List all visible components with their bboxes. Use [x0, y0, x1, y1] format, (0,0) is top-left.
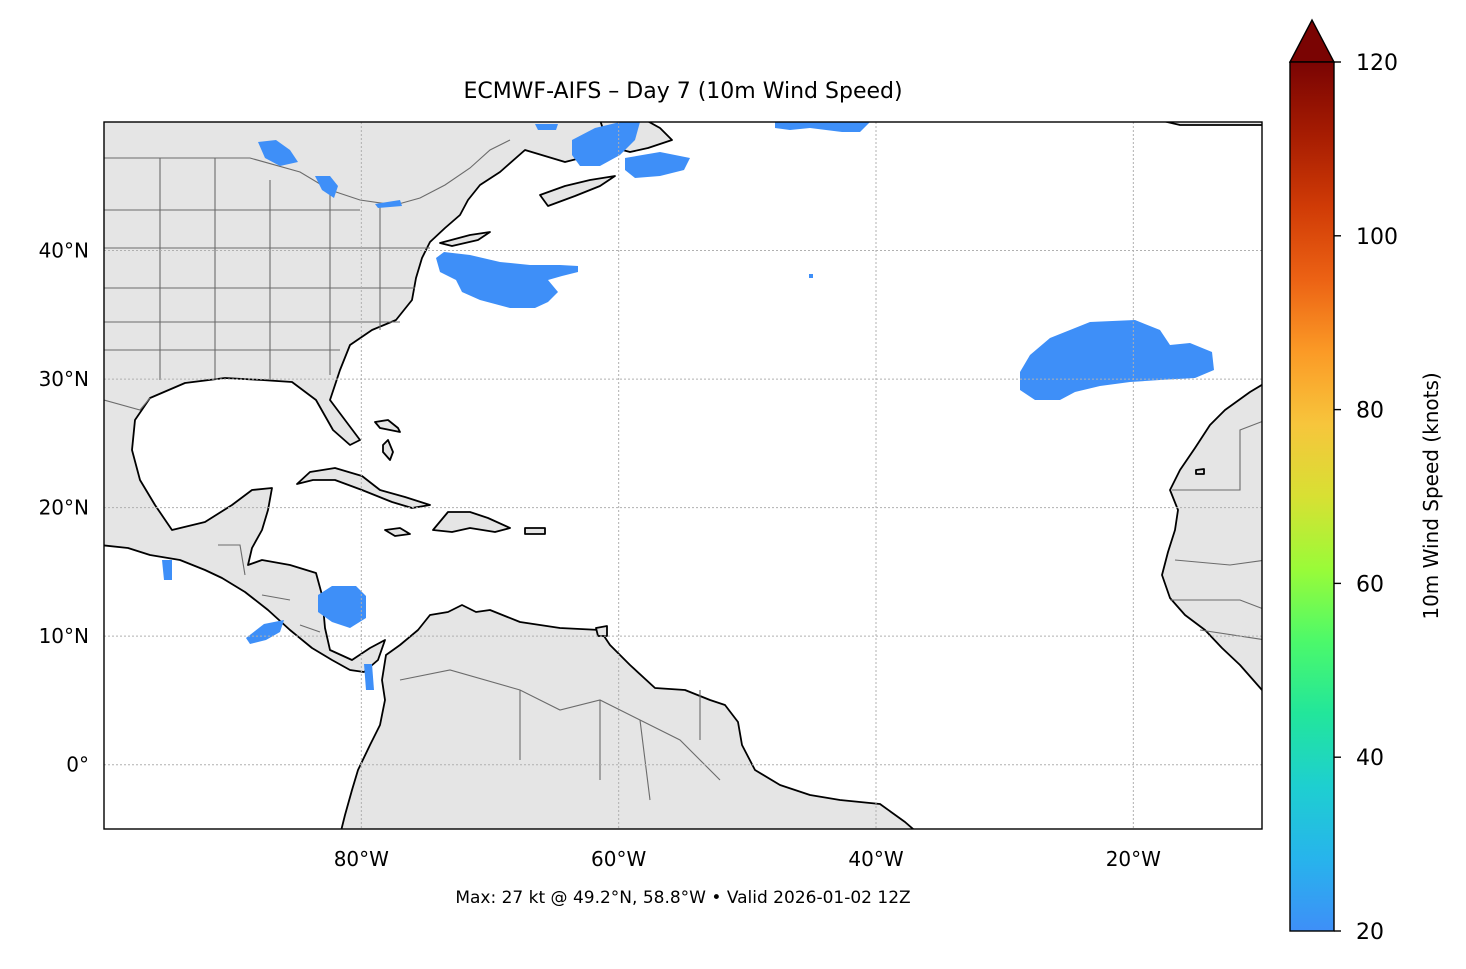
bahamas-island	[374, 419, 401, 433]
andros-island	[382, 439, 394, 461]
lat-tick-label: 40°N	[39, 239, 89, 263]
north-america-landmass	[104, 122, 638, 673]
wind-patch-north-grand-banks	[625, 152, 690, 178]
wind-patch-west-atlantic	[436, 252, 578, 308]
wind-patch-pacific-gulf	[246, 620, 284, 644]
lat-tick-label: 10°N	[39, 624, 89, 648]
footer-annotation: Max: 27 kt @ 49.2°N, 58.8°W • Valid 2026…	[455, 888, 910, 908]
colorbar-gradient	[1289, 61, 1335, 932]
nova-scotia-peninsula	[539, 175, 616, 207]
colorbar-tick-label: 40	[1356, 746, 1384, 771]
colorbar-tick-label: 120	[1356, 51, 1398, 76]
us-mexico-border	[104, 397, 151, 411]
puerto-rico-island	[524, 527, 546, 535]
map-frame	[103, 121, 1263, 830]
colorbar-tick-label: 20	[1356, 920, 1384, 945]
colorbar-ticks: 20 40 60 80 100 120	[1334, 51, 1398, 945]
canary-islands	[1195, 468, 1205, 475]
wind-patch-labrador-small	[535, 124, 558, 130]
wind-patch-azores	[1020, 320, 1214, 400]
lon-tick-label: 40°W	[848, 847, 903, 871]
wind-patch-mid-atlantic-dot	[809, 274, 813, 278]
hispaniola-island	[432, 511, 511, 533]
wind-patch-lake-erie	[375, 200, 402, 208]
wind-patch-tehuantepec	[162, 560, 172, 580]
longitude-labels: 80°W 60°W 40°W 20°W	[334, 847, 1161, 871]
cuba-island	[296, 467, 431, 509]
jamaica-island	[384, 527, 411, 537]
africa-landmass	[1161, 383, 1262, 692]
lon-tick-label: 60°W	[591, 847, 646, 871]
lat-tick-label: 0°	[66, 753, 89, 777]
colorbar: 20 40 60 80 100 120 10m Wind Speed (knots)	[1288, 18, 1443, 945]
colorbar-label: 10m Wind Speed (knots)	[1419, 372, 1443, 619]
colorbar-tick-label: 80	[1356, 399, 1384, 424]
colorbar-tick-label: 100	[1356, 225, 1398, 250]
south-america-borders	[399, 669, 721, 801]
wind-patch-newfoundland	[572, 122, 640, 166]
lat-tick-label: 30°N	[39, 367, 89, 391]
south-america-landmass	[340, 604, 915, 829]
wind-speed-layer	[162, 122, 1214, 690]
lon-tick-label: 20°W	[1106, 847, 1161, 871]
lon-tick-label: 80°W	[334, 847, 389, 871]
us-state-lines-b	[159, 158, 381, 380]
trinidad-island	[595, 625, 608, 637]
latitude-labels: 0° 10°N 20°N 30°N 40°N	[39, 239, 89, 777]
wind-patch-lake-michigan	[315, 176, 338, 198]
colorbar-tick-label: 60	[1356, 572, 1384, 597]
africa-borders	[1170, 420, 1262, 640]
us-state-lines-a	[104, 209, 430, 351]
map-title: ECMWF-AIFS – Day 7 (10m Wind Speed)	[463, 79, 902, 104]
wind-patch-north-central	[775, 122, 870, 132]
lat-tick-label: 20°N	[39, 496, 89, 520]
colorbar-extend-triangle	[1288, 18, 1336, 63]
central-america-borders	[218, 544, 321, 633]
gridlines	[104, 122, 1262, 829]
wind-patch-central-caribbean	[318, 586, 366, 628]
wind-patch-lake-superior	[258, 140, 298, 166]
long-island	[439, 231, 491, 247]
wind-patch-panama	[364, 664, 374, 690]
